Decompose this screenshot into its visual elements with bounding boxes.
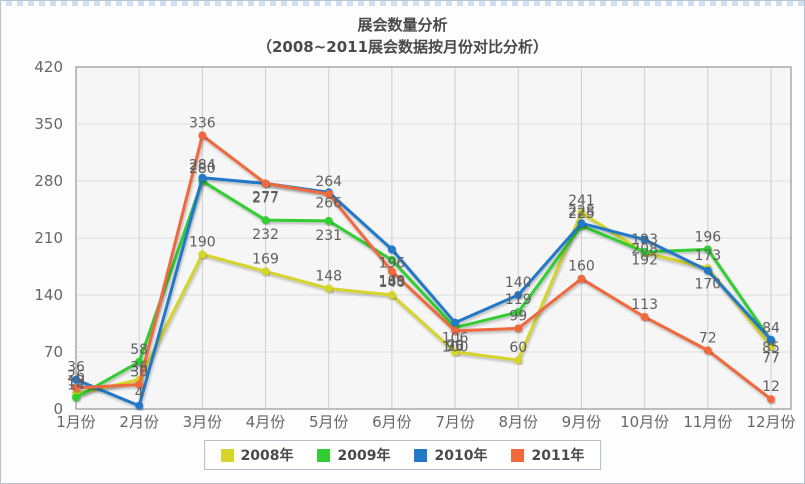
chart-title: 展会数量分析 <box>357 16 448 34</box>
svg-text:3月份: 3月份 <box>183 413 223 431</box>
legend-label-2011: 2011年 <box>531 448 585 464</box>
svg-text:140: 140 <box>34 286 63 304</box>
svg-text:4月份: 4月份 <box>246 413 286 431</box>
svg-text:169: 169 <box>379 273 406 289</box>
svg-text:70: 70 <box>446 338 464 354</box>
svg-text:5月份: 5月份 <box>309 413 349 431</box>
legend-swatch-2008 <box>220 448 234 462</box>
svg-text:280: 280 <box>34 172 63 190</box>
svg-text:196: 196 <box>694 229 721 245</box>
svg-text:1月份: 1月份 <box>56 413 96 431</box>
svg-text:420: 420 <box>34 58 63 76</box>
svg-text:9月份: 9月份 <box>562 413 602 431</box>
svg-text:60: 60 <box>509 340 527 356</box>
svg-text:231: 231 <box>315 228 342 244</box>
svg-text:26: 26 <box>67 368 85 384</box>
svg-text:58: 58 <box>130 342 148 358</box>
svg-text:190: 190 <box>189 234 216 250</box>
svg-text:19: 19 <box>67 374 85 390</box>
svg-text:77: 77 <box>762 350 780 366</box>
svg-text:173: 173 <box>694 248 721 264</box>
svg-text:4: 4 <box>135 386 144 402</box>
svg-text:100: 100 <box>442 340 469 356</box>
svg-text:7月份: 7月份 <box>435 413 475 431</box>
svg-text:336: 336 <box>189 115 216 131</box>
svg-text:106: 106 <box>442 331 469 347</box>
svg-text:196: 196 <box>379 255 406 271</box>
svg-text:193: 193 <box>631 232 658 248</box>
svg-text:266: 266 <box>315 195 342 211</box>
svg-text:0: 0 <box>53 400 63 418</box>
svg-text:208: 208 <box>631 242 658 258</box>
svg-text:113: 113 <box>631 297 658 313</box>
svg-text:119: 119 <box>505 292 532 308</box>
svg-text:160: 160 <box>568 259 595 275</box>
svg-text:36: 36 <box>67 360 85 376</box>
svg-text:70: 70 <box>44 343 63 361</box>
svg-text:148: 148 <box>315 268 342 284</box>
svg-text:85: 85 <box>762 340 780 356</box>
svg-text:84: 84 <box>762 321 780 337</box>
svg-text:140: 140 <box>505 275 532 291</box>
chart-header: 展会数量分析 （2008~2011展会数据按月份对比分析） <box>1 15 804 58</box>
svg-text:14: 14 <box>67 378 85 394</box>
svg-text:12: 12 <box>762 379 780 395</box>
chart-subtitle: （2008~2011展会数据按月份对比分析） <box>256 38 549 56</box>
svg-text:350: 350 <box>34 115 63 133</box>
svg-text:30: 30 <box>130 365 148 381</box>
svg-text:228: 228 <box>568 203 595 219</box>
svg-text:169: 169 <box>252 251 279 267</box>
svg-text:99: 99 <box>509 308 527 324</box>
window-top-edge <box>1 1 804 6</box>
legend-swatch-2009 <box>317 448 331 462</box>
svg-text:264: 264 <box>315 174 342 190</box>
svg-text:72: 72 <box>699 330 717 346</box>
svg-text:2月份: 2月份 <box>119 413 159 431</box>
svg-text:284: 284 <box>189 158 216 174</box>
svg-text:6月份: 6月份 <box>372 413 412 431</box>
svg-text:11月份: 11月份 <box>683 413 732 431</box>
svg-text:241: 241 <box>568 193 595 209</box>
legend-item-2008[interactable]: 2008年 <box>220 445 294 465</box>
svg-text:140: 140 <box>379 275 406 291</box>
svg-text:170: 170 <box>694 277 721 293</box>
svg-text:8月份: 8月份 <box>498 413 538 431</box>
svg-text:96: 96 <box>446 339 464 355</box>
svg-text:210: 210 <box>34 229 63 247</box>
svg-text:277: 277 <box>252 190 279 206</box>
legend-label-2008: 2008年 <box>240 448 294 464</box>
svg-text:277: 277 <box>252 189 279 205</box>
svg-text:36: 36 <box>130 360 148 376</box>
legend-label-2010: 2010年 <box>434 448 488 464</box>
legend-swatch-2010 <box>414 448 428 462</box>
chart-legend: 2008年 2009年 2010年 2011年 <box>203 440 602 470</box>
svg-text:232: 232 <box>252 227 279 243</box>
svg-text:183: 183 <box>379 274 406 290</box>
svg-text:12月份: 12月份 <box>746 413 795 431</box>
legend-item-2011[interactable]: 2011年 <box>511 445 584 465</box>
legend-item-2009[interactable]: 2009年 <box>317 445 391 465</box>
svg-text:192: 192 <box>631 253 658 269</box>
legend-item-2010[interactable]: 2010年 <box>414 445 488 465</box>
legend-swatch-2011 <box>511 448 525 462</box>
svg-text:225: 225 <box>568 206 595 222</box>
svg-text:280: 280 <box>189 161 216 177</box>
svg-text:10月份: 10月份 <box>620 413 669 431</box>
legend-label-2009: 2009年 <box>337 448 391 464</box>
